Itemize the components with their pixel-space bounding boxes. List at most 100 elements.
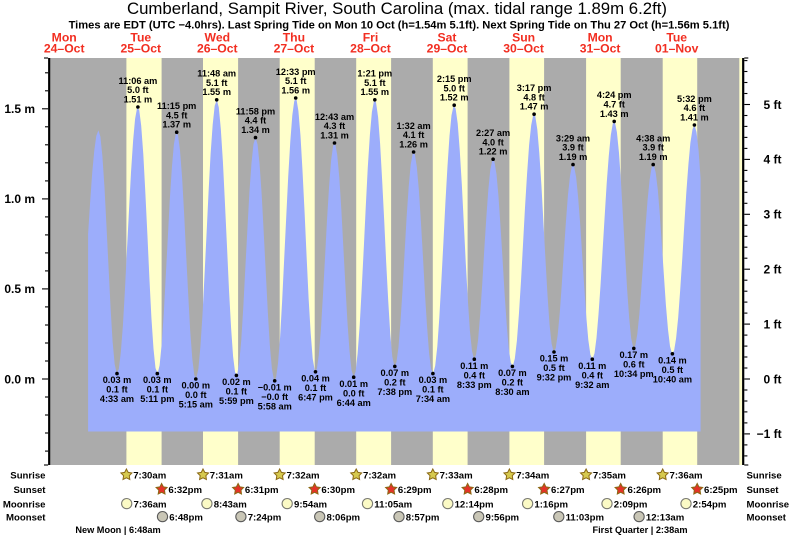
svg-text:Moonrise: Moonrise bbox=[747, 500, 790, 511]
svg-text:0.04 m: 0.04 m bbox=[301, 373, 330, 383]
svg-text:Sun: Sun bbox=[512, 30, 535, 44]
svg-text:6:25pm: 6:25pm bbox=[704, 485, 738, 496]
svg-text:6:26pm: 6:26pm bbox=[628, 485, 662, 496]
svg-text:0.11 m: 0.11 m bbox=[578, 361, 606, 371]
svg-text:25–Oct: 25–Oct bbox=[120, 42, 161, 56]
svg-text:−1 ft: −1 ft bbox=[757, 427, 782, 441]
svg-text:6:28pm: 6:28pm bbox=[474, 485, 508, 496]
svg-text:5.1 ft: 5.1 ft bbox=[364, 78, 385, 88]
svg-text:7:32am: 7:32am bbox=[287, 471, 320, 482]
svg-text:0.03 m: 0.03 m bbox=[103, 375, 132, 385]
svg-text:Thu: Thu bbox=[283, 30, 305, 44]
svg-text:4.4 ft: 4.4 ft bbox=[245, 116, 266, 126]
svg-text:0.2 ft: 0.2 ft bbox=[502, 378, 523, 388]
svg-text:3.9 ft: 3.9 ft bbox=[642, 143, 663, 153]
svg-text:11:48 am: 11:48 am bbox=[197, 69, 236, 79]
svg-text:7:35am: 7:35am bbox=[593, 471, 626, 482]
svg-text:1.43 m: 1.43 m bbox=[600, 109, 629, 119]
svg-text:3:29 am: 3:29 am bbox=[556, 133, 590, 143]
svg-text:11:03pm: 11:03pm bbox=[566, 513, 604, 524]
svg-text:1.19 m: 1.19 m bbox=[639, 152, 668, 162]
svg-text:Sunrise: Sunrise bbox=[747, 471, 782, 482]
svg-text:Sunrise: Sunrise bbox=[10, 471, 45, 482]
svg-text:1.26 m: 1.26 m bbox=[399, 139, 428, 149]
svg-text:8:33 pm: 8:33 pm bbox=[457, 380, 492, 390]
svg-text:9:56pm: 9:56pm bbox=[486, 513, 520, 524]
svg-text:5:15 am: 5:15 am bbox=[179, 400, 213, 410]
svg-text:12:14pm: 12:14pm bbox=[455, 500, 494, 511]
svg-text:1.55 m: 1.55 m bbox=[360, 87, 389, 97]
svg-text:3 ft: 3 ft bbox=[764, 208, 782, 222]
svg-text:1.37 m: 1.37 m bbox=[162, 120, 191, 130]
svg-text:0.1 ft: 0.1 ft bbox=[305, 383, 326, 393]
svg-text:Sat: Sat bbox=[438, 30, 457, 44]
svg-text:Moonset: Moonset bbox=[6, 513, 46, 524]
svg-text:7:38 pm: 7:38 pm bbox=[377, 387, 412, 397]
svg-text:Mon: Mon bbox=[52, 30, 77, 44]
svg-text:1.19 m: 1.19 m bbox=[559, 152, 588, 162]
svg-text:1.56 m: 1.56 m bbox=[281, 85, 310, 95]
svg-text:0.0 ft: 0.0 ft bbox=[185, 390, 206, 400]
svg-text:Times are EDT (UTC −4.0hrs). L: Times are EDT (UTC −4.0hrs). Last Spring… bbox=[69, 20, 730, 32]
svg-text:Mon: Mon bbox=[588, 30, 613, 44]
svg-text:2:09pm: 2:09pm bbox=[614, 500, 648, 511]
svg-text:7:32am: 7:32am bbox=[363, 471, 396, 482]
svg-text:0.03 m: 0.03 m bbox=[143, 375, 172, 385]
svg-text:7:34am: 7:34am bbox=[516, 471, 549, 482]
svg-text:4.0 ft: 4.0 ft bbox=[482, 137, 503, 147]
svg-text:7:34 am: 7:34 am bbox=[416, 394, 450, 404]
svg-text:9:32 pm: 9:32 pm bbox=[537, 373, 572, 383]
svg-text:8:06pm: 8:06pm bbox=[327, 513, 361, 524]
svg-text:4:24 pm: 4:24 pm bbox=[597, 90, 632, 100]
svg-text:0.07 m: 0.07 m bbox=[380, 368, 409, 378]
svg-text:5.0 ft: 5.0 ft bbox=[127, 85, 148, 95]
svg-text:1.31 m: 1.31 m bbox=[320, 130, 349, 140]
svg-text:26–Oct: 26–Oct bbox=[197, 42, 238, 56]
svg-text:7:36am: 7:36am bbox=[134, 500, 167, 511]
svg-text:0.1 ft: 0.1 ft bbox=[422, 385, 443, 395]
svg-text:5.1 ft: 5.1 ft bbox=[206, 78, 227, 88]
svg-text:9:32 am: 9:32 am bbox=[575, 380, 609, 390]
svg-text:First Quarter | 2:38am: First Quarter | 2:38am bbox=[593, 525, 688, 535]
svg-text:2:15 pm: 2:15 pm bbox=[437, 74, 472, 84]
svg-text:0.07 m: 0.07 m bbox=[498, 368, 527, 378]
svg-text:4.3 ft: 4.3 ft bbox=[324, 121, 345, 131]
svg-text:2 ft: 2 ft bbox=[764, 263, 782, 277]
svg-text:0.5 m: 0.5 m bbox=[4, 282, 35, 296]
svg-text:5:11 pm: 5:11 pm bbox=[140, 394, 174, 404]
svg-text:7:36am: 7:36am bbox=[670, 471, 703, 482]
svg-text:5.1 ft: 5.1 ft bbox=[285, 76, 306, 86]
svg-text:Wed: Wed bbox=[205, 30, 231, 44]
svg-text:11:58 pm: 11:58 pm bbox=[236, 106, 275, 116]
svg-text:1 ft: 1 ft bbox=[764, 317, 782, 331]
svg-text:0.5 ft: 0.5 ft bbox=[662, 365, 683, 375]
svg-text:6:31pm: 6:31pm bbox=[245, 485, 279, 496]
svg-text:0.0 m: 0.0 m bbox=[4, 372, 35, 386]
svg-text:Moonset: Moonset bbox=[747, 513, 787, 524]
svg-text:7:24pm: 7:24pm bbox=[248, 513, 282, 524]
svg-text:4.1 ft: 4.1 ft bbox=[403, 130, 424, 140]
svg-text:4.6 ft: 4.6 ft bbox=[684, 103, 705, 113]
svg-text:1.51 m: 1.51 m bbox=[124, 94, 153, 104]
svg-text:0.1 ft: 0.1 ft bbox=[106, 385, 127, 395]
svg-text:0.17 m: 0.17 m bbox=[619, 350, 648, 360]
svg-text:0.1 ft: 0.1 ft bbox=[147, 385, 168, 395]
svg-text:5:32 pm: 5:32 pm bbox=[677, 94, 712, 104]
svg-text:Sunset: Sunset bbox=[747, 485, 780, 496]
svg-text:4.7 ft: 4.7 ft bbox=[603, 100, 624, 110]
svg-text:4.8 ft: 4.8 ft bbox=[523, 92, 544, 102]
svg-text:6:29pm: 6:29pm bbox=[398, 485, 432, 496]
svg-text:5 ft: 5 ft bbox=[764, 98, 782, 112]
svg-text:6:48pm: 6:48pm bbox=[169, 513, 203, 524]
svg-text:27–Oct: 27–Oct bbox=[274, 42, 315, 56]
svg-text:3.9 ft: 3.9 ft bbox=[562, 143, 583, 153]
svg-text:7:33am: 7:33am bbox=[440, 471, 473, 482]
svg-text:4:33 am: 4:33 am bbox=[100, 394, 134, 404]
svg-text:1:32 am: 1:32 am bbox=[396, 121, 430, 131]
svg-text:29–Oct: 29–Oct bbox=[427, 42, 468, 56]
svg-text:1.22 m: 1.22 m bbox=[479, 147, 508, 157]
svg-text:3:17 pm: 3:17 pm bbox=[517, 83, 552, 93]
svg-text:0.11 m: 0.11 m bbox=[460, 361, 488, 371]
svg-text:11:05am: 11:05am bbox=[374, 500, 412, 511]
svg-text:4:38 am: 4:38 am bbox=[636, 133, 670, 143]
